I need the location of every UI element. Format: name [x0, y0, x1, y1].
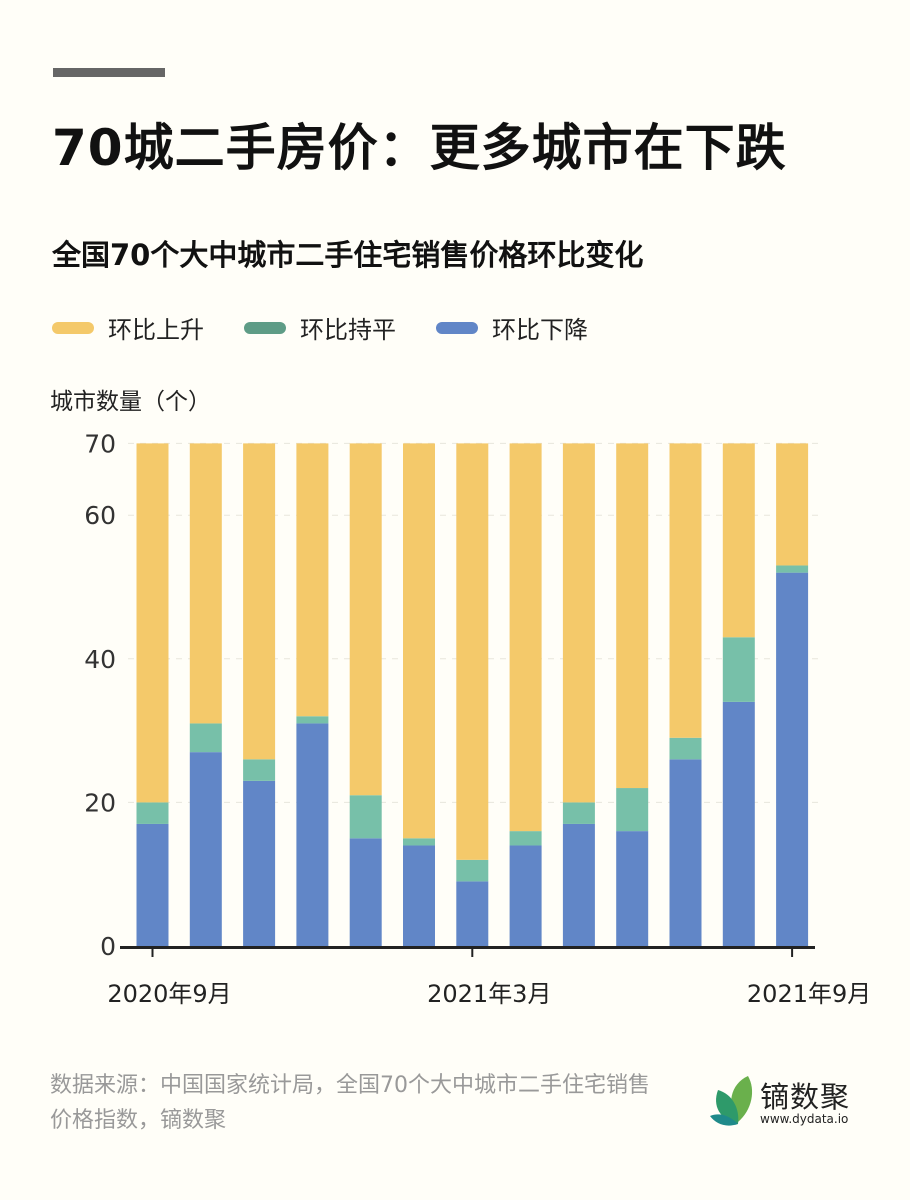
- bar-segment: [562, 443, 595, 803]
- bar-segment: [616, 788, 649, 832]
- bar-segment: [243, 780, 276, 946]
- bar-segment: [403, 838, 435, 846]
- x-tick-label: 2021年3月: [427, 980, 551, 1008]
- y-tick-label: 60: [84, 501, 116, 530]
- page-title: 70城二手房价：更多城市在下跌: [52, 119, 787, 177]
- bar-segment: [509, 845, 542, 946]
- legend-swatch-fall: [436, 321, 478, 334]
- y-tick-label: 40: [84, 645, 116, 674]
- logo: 镝数聚 www.dydata.io: [708, 1072, 868, 1132]
- bar-segment: [669, 759, 702, 946]
- legend: 环比上升 环比持平 环比下降: [52, 310, 588, 345]
- x-tick-label: 2020年9月: [107, 980, 231, 1008]
- bar-segment: [722, 637, 755, 702]
- bar-segment: [189, 752, 222, 946]
- bar-segment: [776, 443, 809, 566]
- bar-segment: [349, 795, 382, 839]
- bar-segment: [189, 443, 222, 724]
- bar-segment: [349, 443, 382, 796]
- bar-segment: [669, 443, 702, 738]
- legend-item-flat: 环比持平: [244, 310, 396, 345]
- bar-segment: [136, 443, 169, 803]
- bar-segment: [296, 723, 329, 946]
- logo-name: 镝数聚: [760, 1080, 851, 1114]
- source-note: 数据来源：中国国家统计局，全国70个大中城市二手住宅销售价格指数，镝数聚: [50, 1073, 650, 1133]
- bar-segment: [296, 443, 329, 717]
- logo-url: www.dydata.io: [760, 1112, 849, 1126]
- bar-segment: [722, 443, 755, 638]
- legend-label: 环比上升: [108, 316, 204, 344]
- legend-swatch-rise: [52, 321, 94, 334]
- bar-segment: [136, 802, 169, 824]
- bar-segment: [456, 881, 489, 946]
- bar-segment: [136, 823, 169, 946]
- bar-segment: [509, 443, 542, 832]
- leaf-logo-icon: [710, 1076, 753, 1126]
- chart-subtitle: 全国70个大中城市二手住宅销售价格环比变化: [52, 238, 644, 272]
- bar-segment: [776, 572, 809, 946]
- legend-item-fall: 环比下降: [436, 310, 588, 345]
- legend-label: 环比下降: [492, 316, 588, 344]
- bar-segment: [616, 831, 649, 946]
- bar-segment: [296, 716, 329, 724]
- bar-segment: [562, 802, 595, 824]
- bar-segment: [189, 723, 222, 753]
- bar-segment: [669, 737, 702, 760]
- y-tick-label: 20: [84, 788, 116, 817]
- bar-segment: [403, 443, 435, 839]
- bar-segment: [456, 443, 489, 860]
- bar-segment: [509, 831, 542, 846]
- bar-segment: [403, 845, 435, 946]
- y-axis-label: 城市数量（个）: [50, 389, 211, 415]
- y-tick-label: 70: [84, 429, 116, 458]
- bar-segment: [243, 443, 276, 760]
- legend-swatch-flat: [244, 321, 286, 334]
- legend-label: 环比持平: [300, 316, 396, 344]
- x-tick-label: 2021年9月: [747, 980, 871, 1008]
- bar-segment: [562, 823, 595, 946]
- bar-segment: [456, 859, 489, 882]
- bar-segment: [776, 565, 809, 573]
- bar-segment: [616, 443, 649, 789]
- bar-segment: [349, 838, 382, 946]
- y-tick-label: 0: [100, 932, 116, 961]
- legend-item-rise: 环比上升: [52, 310, 204, 345]
- bar-segment: [722, 701, 755, 946]
- decorative-bar: [53, 68, 165, 77]
- bar-segment: [243, 759, 276, 781]
